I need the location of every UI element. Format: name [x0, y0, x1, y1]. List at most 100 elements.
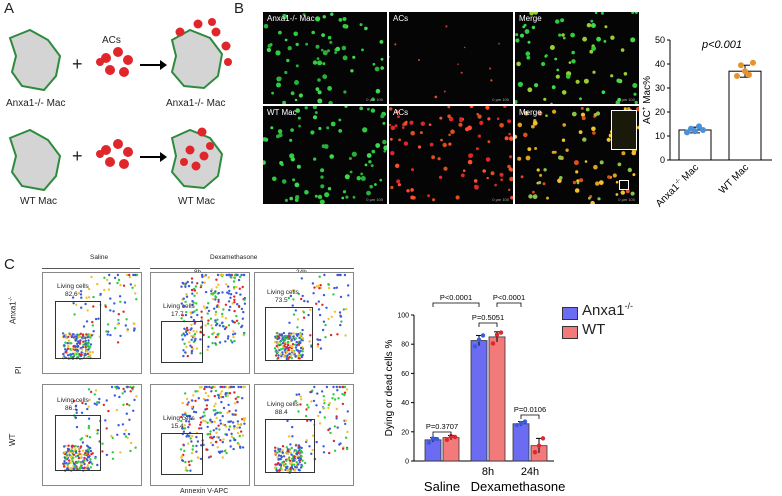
event-dot — [323, 273, 326, 277]
cell-dot — [369, 184, 373, 189]
event-dot — [67, 339, 71, 342]
event-dot — [303, 299, 306, 303]
event-dot — [184, 466, 188, 469]
cell-dot — [526, 55, 531, 60]
event-dot — [333, 398, 337, 401]
event-dot — [240, 307, 244, 311]
event-dot — [129, 385, 132, 389]
event-dot — [344, 422, 347, 426]
event-dot — [298, 458, 302, 462]
cell-dot — [538, 181, 542, 185]
event-dot — [227, 420, 230, 423]
event-dot — [183, 327, 186, 330]
event-dot — [80, 351, 83, 354]
event-dot — [289, 354, 293, 357]
event-dot — [92, 295, 95, 299]
cell-dot — [390, 137, 393, 141]
cell-dot — [390, 151, 395, 156]
event-dot — [77, 333, 80, 337]
event-dot — [106, 323, 110, 326]
cell-dot — [282, 100, 286, 104]
event-dot — [333, 286, 336, 290]
event-dot — [83, 466, 86, 469]
gate-value: 73.5 — [275, 297, 288, 304]
cell-dot — [620, 48, 625, 52]
data-point — [540, 436, 546, 441]
scale-bar-label: 0 μm 100 — [492, 197, 509, 202]
event-dot — [319, 338, 322, 342]
event-dot — [229, 296, 232, 299]
cell-dot — [284, 38, 288, 42]
ac-cluster-1 — [96, 47, 133, 77]
cell-dot — [447, 106, 451, 109]
cell-dot — [467, 159, 473, 165]
event-dot — [76, 344, 79, 348]
event-dot — [300, 297, 303, 301]
cell-dot — [604, 25, 608, 29]
cell-dot — [402, 126, 405, 129]
event-dot — [118, 295, 122, 298]
cell-dot — [317, 60, 323, 66]
event-dot — [187, 284, 191, 288]
cell-dot — [434, 95, 438, 99]
event-dot — [75, 342, 79, 345]
event-dot — [312, 292, 315, 295]
event-dot — [185, 293, 188, 296]
cell-dot — [370, 108, 376, 113]
cell-dot — [603, 40, 607, 43]
event-dot — [219, 419, 222, 422]
event-dot — [242, 273, 246, 277]
flow-plot: Living cells 15.4 — [150, 384, 250, 486]
event-dot — [86, 309, 89, 312]
cell-dot — [542, 182, 546, 186]
event-dot — [233, 391, 236, 394]
cell-dot — [565, 74, 571, 79]
cell-dot — [534, 147, 538, 150]
gate-label: Living cells 88.4 — [267, 401, 299, 417]
event-dot — [209, 317, 213, 320]
scale-bar-label: 0 μm 100 — [366, 197, 383, 202]
cell-dot — [625, 189, 630, 194]
data-point — [696, 123, 702, 130]
event-dot — [81, 401, 84, 405]
event-dot — [112, 310, 115, 313]
event-dot — [319, 347, 323, 350]
event-dot — [75, 425, 79, 429]
event-dot — [285, 459, 288, 462]
event-dot — [89, 449, 93, 453]
knockout-macrophage — [8, 28, 62, 92]
event-dot — [345, 447, 349, 451]
cell-dot — [315, 87, 320, 91]
event-dot — [235, 285, 238, 289]
event-dot — [108, 273, 111, 277]
event-dot — [125, 403, 129, 406]
event-dot — [277, 356, 280, 360]
event-dot — [115, 387, 118, 390]
cell-dot — [498, 42, 500, 45]
event-dot — [119, 451, 122, 454]
cell-dot — [488, 67, 492, 70]
event-dot — [74, 445, 77, 448]
event-dot — [90, 452, 93, 456]
cell-dot — [275, 50, 281, 56]
cell-dot — [490, 171, 495, 176]
event-dot — [217, 450, 221, 453]
cell-dot — [485, 106, 490, 110]
ac-inside-2 — [180, 127, 214, 171]
event-dot — [317, 308, 321, 311]
event-dot — [323, 402, 326, 405]
event-dot — [87, 405, 90, 408]
event-dot — [65, 451, 68, 454]
event-dot — [322, 445, 325, 448]
event-dot — [87, 339, 90, 342]
cell-dot — [324, 192, 330, 198]
event-dot — [117, 278, 121, 282]
event-dot — [206, 348, 209, 351]
event-dot — [207, 276, 210, 279]
cell-dot — [374, 66, 380, 72]
cell-dot — [370, 164, 374, 168]
cell-dot — [515, 33, 519, 37]
event-dot — [275, 344, 278, 348]
event-dot — [192, 334, 195, 337]
event-dot — [327, 283, 330, 286]
